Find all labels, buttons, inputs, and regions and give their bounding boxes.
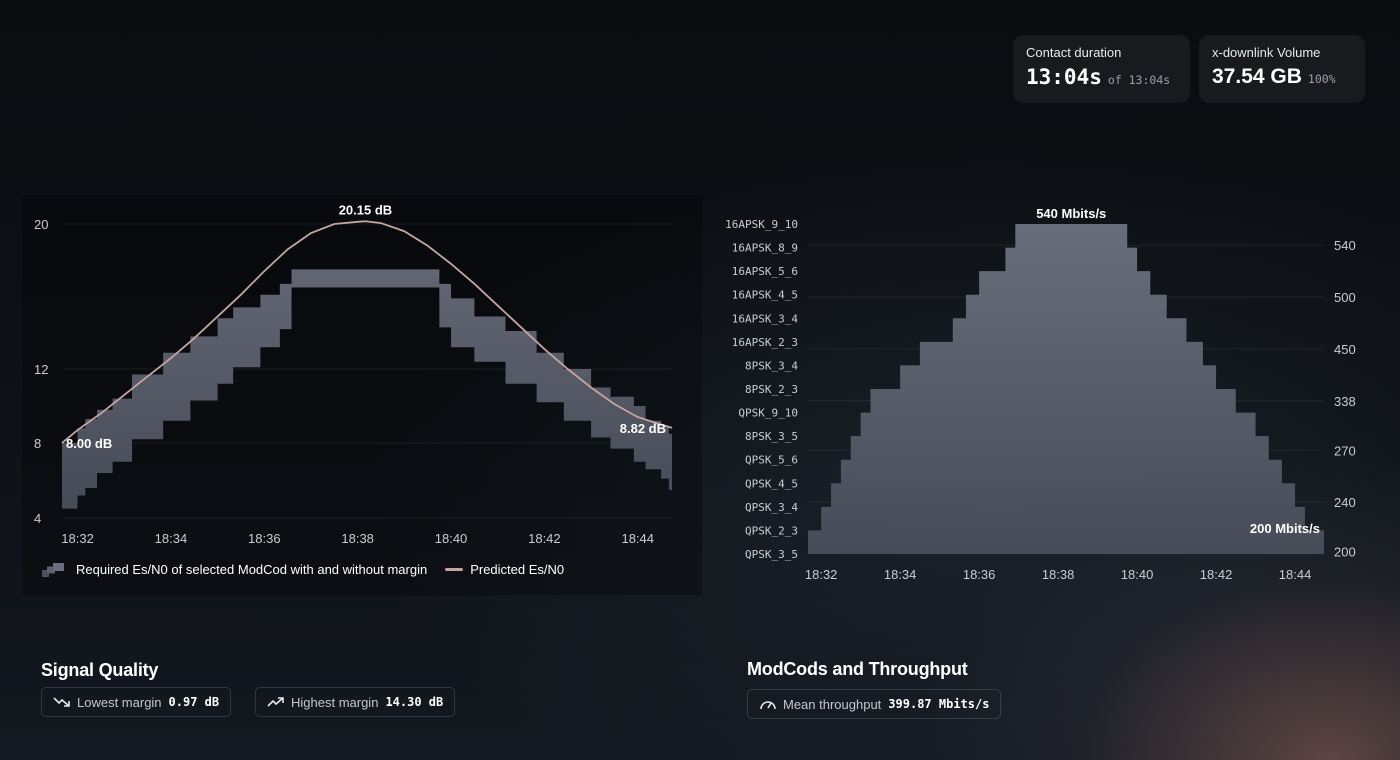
signal-x-tick: 18:42	[528, 531, 561, 546]
modcod-category-label: 16APSK_3_4	[732, 312, 799, 325]
mean-throughput-label: Mean throughput	[783, 696, 882, 712]
predicted-esn0-line	[61, 220, 673, 444]
highest-margin-label: Highest margin	[291, 694, 379, 710]
signal-x-tick: 18:38	[341, 531, 374, 546]
signal-x-tick: 18:36	[248, 531, 281, 546]
required-esn0-band	[62, 269, 672, 509]
legend-line-item: Predicted Es/N0	[445, 562, 564, 577]
throughput-y-tick: 338	[1334, 394, 1356, 409]
legend-line-label: Predicted Es/N0	[470, 562, 565, 577]
contact-duration-label: Contact duration	[1026, 45, 1122, 60]
contact-duration-total: of 13:04s	[1107, 73, 1171, 87]
signal-y-tick: 20	[34, 217, 48, 232]
highest-margin-pill: Highest margin 14.30 dB	[255, 687, 456, 717]
signal-y-tick: 12	[34, 362, 48, 377]
throughput-y-tick: 240	[1334, 495, 1356, 510]
modcod-category-label: QPSK_5_6	[745, 454, 798, 467]
throughput-y-tick: 200	[1334, 545, 1356, 560]
signal-quality-title: Signal Quality	[41, 660, 159, 680]
throughput-y-tick: 270	[1334, 443, 1356, 458]
modcod-category-label: QPSK_2_3	[745, 524, 798, 537]
modcod-category-label: 16APSK_4_5	[732, 289, 798, 302]
modcod-category-label: 16APSK_2_3	[732, 336, 798, 349]
throughput-y-tick: 540	[1334, 238, 1356, 253]
downlink-volume-value: 37.54 GB 100%	[1212, 65, 1336, 89]
signal-peak-label: 20.15 dB	[339, 202, 392, 217]
modcod-x-tick: 18:36	[963, 567, 996, 582]
lowest-margin-label: Lowest margin	[77, 694, 162, 710]
throughput-peak-label: 540 Mbits/s	[1036, 206, 1106, 221]
modcod-x-tick: 18:40	[1121, 567, 1154, 582]
modcod-category-label: 16APSK_8_9	[732, 242, 798, 255]
downlink-volume-label: x-downlink Volume	[1212, 45, 1321, 60]
modcod-x-tick: 18:32	[805, 567, 838, 582]
line-swatch-icon	[445, 568, 464, 571]
modcod-throughput-chart: QPSK_3_5 QPSK_2_3 QPSK_3_4 QPSK_4_5 QPSK_5_6…	[725, 206, 1356, 582]
throughput-y-tick: 450	[1334, 342, 1356, 357]
contact-duration-card: Contact duration 13:04s of 13:04s	[1013, 35, 1190, 103]
modcod-category-label: QPSK_9_10	[738, 407, 798, 420]
trend-up-icon	[267, 697, 284, 707]
modcod-category-label: 8PSK_3_5	[745, 430, 798, 443]
modcod-category-label: 16APSK_5_6	[732, 265, 798, 278]
lowest-margin-value: 0.97 dB	[168, 695, 220, 709]
signal-x-tick: 18:40	[435, 531, 468, 546]
contact-duration-number: 13:04s	[1026, 65, 1102, 89]
modcod-x-tick: 18:34	[884, 567, 917, 582]
signal-start-label: 8.00 dB	[66, 436, 112, 451]
signal-end-label: 8.82 dB	[620, 421, 666, 436]
signal-x-tick: 18:34	[155, 531, 188, 546]
modcod-x-tick: 18:38	[1042, 567, 1075, 582]
stacked-band-icon	[42, 562, 64, 577]
signal-x-tick: 18:32	[61, 531, 94, 546]
modcod-x-tick: 18:42	[1200, 567, 1233, 582]
signal-y-tick: 4	[34, 511, 41, 526]
gauge-icon	[760, 701, 776, 710]
signal-x-tick: 18:44	[621, 531, 654, 546]
modcod-x-tick: 18:44	[1279, 567, 1312, 582]
modcod-panel: QPSK_3_5 QPSK_2_3 QPSK_3_4 QPSK_4_5 QPSK_5_6…	[712, 195, 1364, 595]
lowest-margin-pill: Lowest margin 0.97 dB	[41, 687, 232, 717]
modcod-category-label: 16APSK_9_10	[725, 218, 798, 231]
highest-margin-value: 14.30 dB	[385, 695, 444, 709]
legend-band-label: Required Es/N0 of selected ModCod with a…	[76, 562, 428, 577]
legend-band-item: Required Es/N0 of selected ModCod with a…	[42, 562, 427, 577]
trend-down-icon	[53, 697, 70, 707]
signal-legend: Required Es/N0 of selected ModCod with a…	[42, 562, 582, 577]
mean-throughput-value: 399.87 Mbits/s	[888, 697, 990, 711]
modcod-title: ModCods and Throughput	[747, 659, 968, 679]
modcod-category-label: 8PSK_2_3	[745, 383, 798, 396]
modcod-category-label: QPSK_3_4	[745, 501, 798, 514]
downlink-volume-percent: 100%	[1307, 72, 1336, 86]
modcod-category-label: 8PSK_3_4	[745, 359, 798, 372]
downlink-volume-number: 37.54 GB	[1212, 65, 1302, 88]
signal-quality-chart: 4 8 12 20 18:32 18:34 18:36 18:38 18:40 18:42 18:4…	[34, 202, 673, 546]
mean-throughput-pill: Mean throughput 399.87 Mbits/s	[747, 689, 1002, 719]
modcod-category-label: QPSK_4_5	[745, 477, 798, 490]
throughput-y-tick: 500	[1334, 290, 1356, 305]
downlink-volume-card: x-downlink Volume 37.54 GB 100%	[1199, 35, 1365, 103]
throughput-end-label: 200 Mbits/s	[1250, 521, 1320, 536]
contact-duration-value: 13:04s of 13:04s	[1026, 65, 1170, 90]
throughput-area	[808, 224, 1324, 554]
signal-y-tick: 8	[34, 436, 41, 451]
signal-quality-panel: 4 8 12 20 18:32 18:34 18:36 18:38 18:40 18:42 18:4…	[22, 195, 702, 595]
modcod-category-label: QPSK_3_5	[745, 548, 798, 561]
